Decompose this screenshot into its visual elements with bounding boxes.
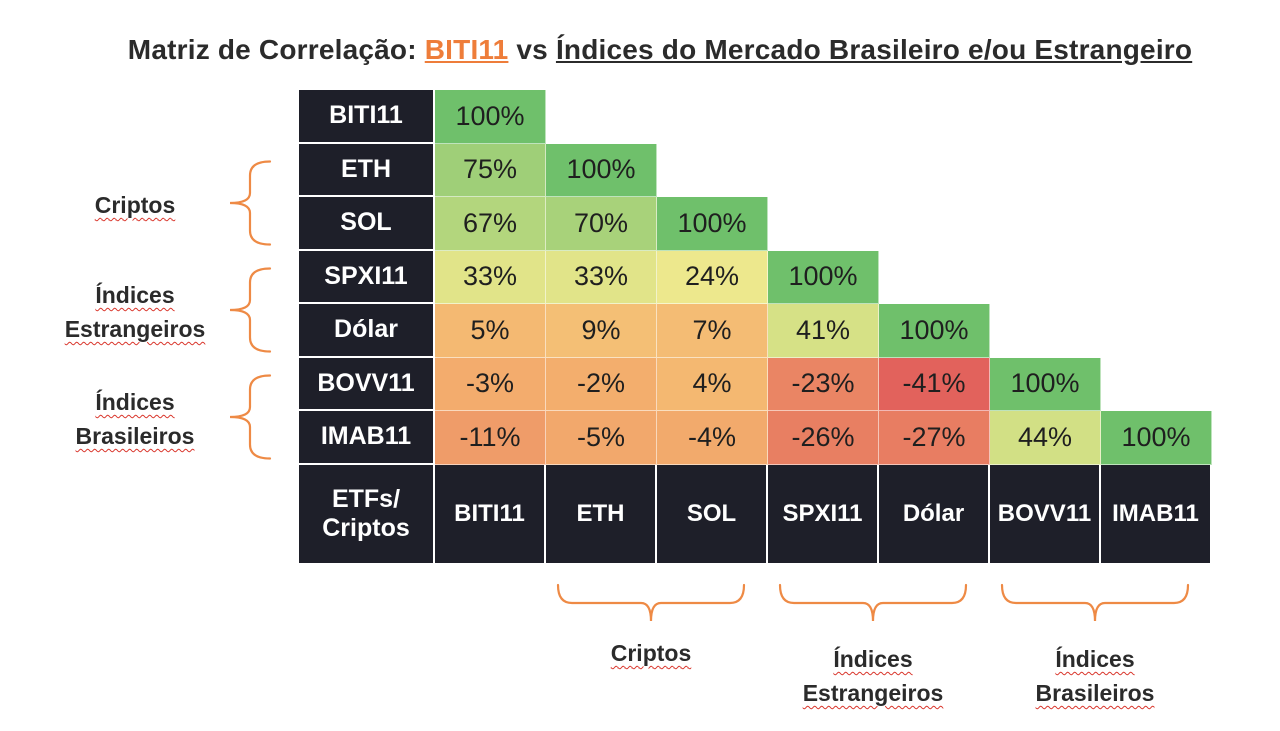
- cell-imab11-dolar: -27%: [879, 411, 990, 465]
- cell-imab11-sol: -4%: [657, 411, 768, 465]
- row-group-label-line: Índices: [40, 278, 230, 312]
- corner-header-line: Criptos: [322, 513, 410, 542]
- col-header-biti11: BITI11: [435, 464, 546, 565]
- row-group-label-text: Brasileiros: [75, 423, 195, 449]
- row-group-label: Índices Brasileiros: [40, 385, 230, 453]
- row-header-spxi11: SPXI11: [299, 250, 435, 304]
- col-group-label-line: Criptos: [551, 636, 751, 670]
- title-suffix: Índices do Mercado Brasileiro e/ou Estra…: [555, 34, 1193, 65]
- col-header-spxi11: SPXI11: [768, 464, 879, 565]
- col-header-eth: ETH: [546, 464, 657, 565]
- cell-spxi11-biti11: 33%: [435, 250, 546, 304]
- row-header-bovv11: BOVV11: [299, 357, 435, 411]
- cell-imab11-biti11: -11%: [435, 411, 546, 465]
- col-group-label-line: Índices: [995, 642, 1195, 676]
- row-header-dolar: Dólar: [299, 304, 435, 358]
- col-group-label: Criptos: [551, 636, 751, 670]
- col-group-label-text: Brasileiros: [1035, 680, 1155, 706]
- col-group-label-text: Índices: [833, 646, 913, 672]
- col-group-label: Índices Estrangeiros: [773, 642, 973, 710]
- row-group-label-line: Índices: [40, 385, 230, 419]
- corner-header-line: ETFs/: [331, 484, 401, 513]
- row-group-label: Criptos: [40, 188, 230, 222]
- cell-bovv11-dolar: -41%: [879, 357, 990, 411]
- cell-dolar-spxi11: 41%: [768, 304, 879, 358]
- cell-eth-biti11: 75%: [435, 143, 546, 197]
- col-group-label-line: Estrangeiros: [773, 676, 973, 710]
- col-group-brace: [1000, 583, 1190, 622]
- col-group-brace: [778, 583, 968, 622]
- row-group-label-text: Índices: [95, 389, 175, 415]
- col-header-bovv11: BOVV11: [990, 464, 1101, 565]
- row-header-biti11: BITI11: [299, 90, 435, 144]
- col-group-brace: [556, 583, 746, 622]
- cell-imab11-eth: -5%: [546, 411, 657, 465]
- row-group-label-line: Criptos: [40, 188, 230, 222]
- cell-sol-biti11: 67%: [435, 197, 546, 251]
- cell-biti11-biti11: 100%: [435, 90, 546, 144]
- title-middle: vs: [508, 34, 556, 65]
- cell-spxi11-sol: 24%: [657, 250, 768, 304]
- cell-spxi11-spxi11: 100%: [768, 250, 879, 304]
- cell-bovv11-sol: 4%: [657, 357, 768, 411]
- col-header-imab11: IMAB11: [1101, 464, 1212, 565]
- col-group-label-text: Índices: [1055, 646, 1135, 672]
- chart-title: Matriz de Correlação: BITI11 vs Índices …: [0, 34, 1280, 66]
- col-header-sol: SOL: [657, 464, 768, 565]
- cell-imab11-spxi11: -26%: [768, 411, 879, 465]
- cell-dolar-eth: 9%: [546, 304, 657, 358]
- cell-bovv11-spxi11: -23%: [768, 357, 879, 411]
- row-header-eth: ETH: [299, 143, 435, 197]
- cell-spxi11-eth: 33%: [546, 250, 657, 304]
- cell-sol-sol: 100%: [657, 197, 768, 251]
- cell-eth-eth: 100%: [546, 143, 657, 197]
- corner-header: ETFs/Criptos: [299, 464, 435, 565]
- cell-dolar-dolar: 100%: [879, 304, 990, 358]
- col-group-label-line: Índices: [773, 642, 973, 676]
- row-group-label-text: Índices: [95, 282, 175, 308]
- row-group-label-line: Brasileiros: [40, 419, 230, 453]
- cell-bovv11-eth: -2%: [546, 357, 657, 411]
- row-group-brace: [229, 374, 272, 460]
- title-prefix: Matriz de Correlação:: [127, 34, 425, 65]
- row-group-label-text: Criptos: [94, 192, 176, 218]
- cell-imab11-imab11: 100%: [1101, 411, 1212, 465]
- col-group-label: Índices Brasileiros: [995, 642, 1195, 710]
- title-highlight: BITI11: [424, 34, 509, 65]
- cell-bovv11-biti11: -3%: [435, 357, 546, 411]
- col-group-label-line: Brasileiros: [995, 676, 1195, 710]
- col-group-label-text: Estrangeiros: [802, 680, 944, 706]
- cell-bovv11-bovv11: 100%: [990, 357, 1101, 411]
- cell-imab11-bovv11: 44%: [990, 411, 1101, 465]
- row-header-sol: SOL: [299, 197, 435, 251]
- row-header-imab11: IMAB11: [299, 411, 435, 465]
- cell-dolar-sol: 7%: [657, 304, 768, 358]
- row-group-brace: [229, 267, 272, 353]
- row-group-label-line: Estrangeiros: [40, 312, 230, 346]
- row-group-label: Índices Estrangeiros: [40, 278, 230, 346]
- col-header-dolar: Dólar: [879, 464, 990, 565]
- row-group-label-text: Estrangeiros: [64, 316, 206, 342]
- row-group-brace: [229, 160, 272, 246]
- cell-dolar-biti11: 5%: [435, 304, 546, 358]
- col-group-label-text: Criptos: [610, 640, 692, 666]
- cell-sol-eth: 70%: [546, 197, 657, 251]
